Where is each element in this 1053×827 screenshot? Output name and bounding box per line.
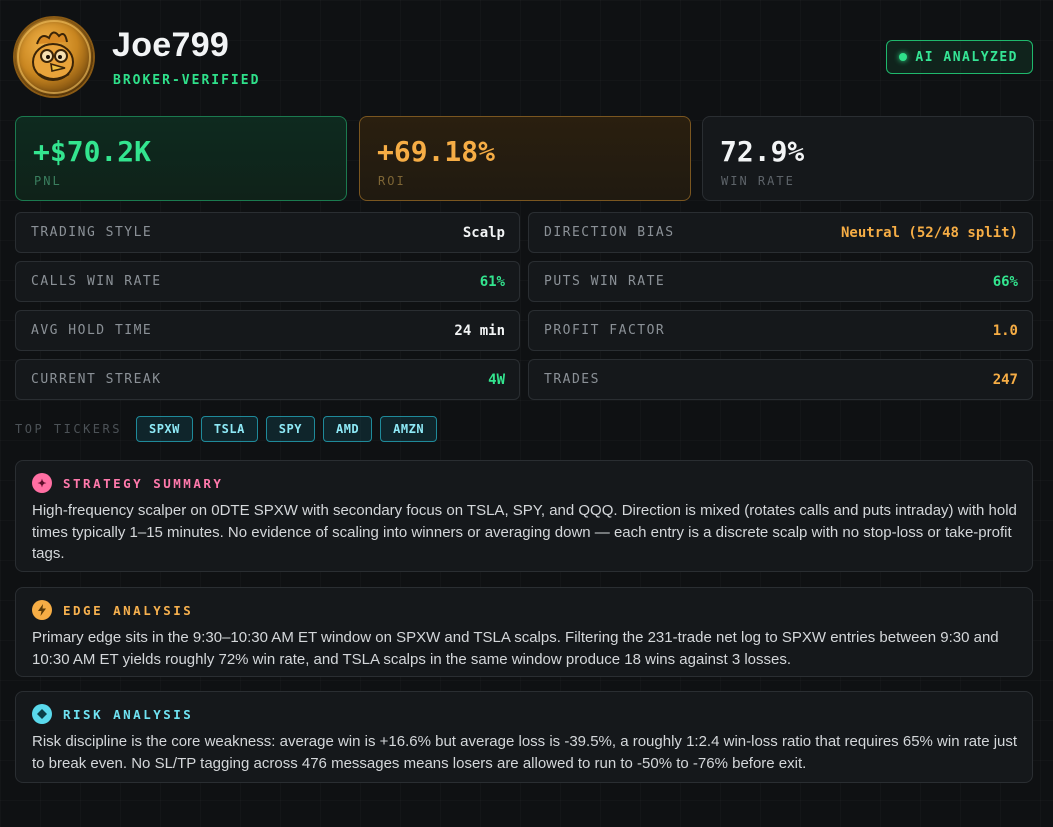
roi-card: +69.18% ROI bbox=[359, 116, 691, 201]
status-dot-icon bbox=[899, 53, 908, 61]
win-rate-value: 72.9% bbox=[720, 135, 805, 168]
lightning-icon bbox=[32, 600, 52, 620]
pnl-card: +$70.2K PNL bbox=[15, 116, 347, 201]
win-rate-card: 72.9% WIN RATE bbox=[702, 116, 1034, 201]
edge-analysis-panel: EDGE ANALYSIS Primary edge sits in the 9… bbox=[15, 587, 1033, 677]
username: Joe799 bbox=[112, 26, 230, 64]
edge-analysis-title: EDGE ANALYSIS bbox=[63, 602, 194, 618]
metric-value: 4W bbox=[488, 371, 505, 388]
risk-analysis-title: RISK ANALYSIS bbox=[63, 706, 194, 722]
risk-analysis-panel: RISK ANALYSIS Risk discipline is the cor… bbox=[15, 691, 1033, 783]
metric-key: DIRECTION BIAS bbox=[544, 225, 675, 240]
metric-trades: TRADES 247 bbox=[528, 359, 1033, 400]
metric-value: Scalp bbox=[462, 224, 505, 241]
ticker-chip-tsla[interactable]: TSLA bbox=[200, 416, 258, 442]
roi-value: +69.18% bbox=[377, 135, 496, 168]
metric-value: 247 bbox=[992, 371, 1018, 388]
ticker-chip-spxw[interactable]: SPXW bbox=[135, 416, 193, 442]
metric-key: CALLS WIN RATE bbox=[31, 274, 162, 289]
rooster-mascot-icon bbox=[17, 20, 91, 94]
win-rate-label: WIN RATE bbox=[721, 174, 795, 188]
strategy-summary-title: STRATEGY SUMMARY bbox=[63, 475, 224, 491]
pnl-label: PNL bbox=[34, 174, 62, 188]
metric-calls-win-rate: CALLS WIN RATE 61% bbox=[15, 261, 520, 302]
metric-key: AVG HOLD TIME bbox=[31, 323, 153, 338]
ticker-chip-amzn[interactable]: AMZN bbox=[380, 416, 438, 442]
metric-trading-style: TRADING STYLE Scalp bbox=[15, 212, 520, 253]
edge-analysis-body: Primary edge sits in the 9:30–10:30 AM E… bbox=[32, 629, 999, 668]
roi-label: ROI bbox=[378, 174, 406, 188]
metric-current-streak: CURRENT STREAK 4W bbox=[15, 359, 520, 400]
metric-puts-win-rate: PUTS WIN RATE 66% bbox=[528, 261, 1033, 302]
metric-profit-factor: PROFIT FACTOR 1.0 bbox=[528, 310, 1033, 351]
metric-avg-hold-time: AVG HOLD TIME 24 min bbox=[15, 310, 520, 351]
metric-key: TRADES bbox=[544, 372, 600, 387]
ticker-chip-spy[interactable]: SPY bbox=[265, 416, 315, 442]
metric-key: TRADING STYLE bbox=[31, 225, 153, 240]
metric-value: 1.0 bbox=[992, 322, 1018, 339]
metric-value: 66% bbox=[992, 273, 1018, 290]
metric-key: CURRENT STREAK bbox=[31, 372, 162, 387]
risk-analysis-body: Risk discipline is the core weakness: av… bbox=[32, 733, 1018, 772]
sparkle-icon: ✦ bbox=[32, 473, 52, 493]
strategy-summary-panel: ✦ STRATEGY SUMMARY High-frequency scalpe… bbox=[15, 460, 1033, 572]
diamond-icon bbox=[32, 704, 52, 724]
top-tickers: TOP TICKERS SPXW TSLA SPY AMD AMZN bbox=[15, 416, 438, 442]
profile-header: Joe799 BROKER-VERIFIED AI ANALYZED bbox=[15, 18, 1033, 98]
avatar bbox=[15, 18, 93, 96]
metric-value: 61% bbox=[479, 273, 505, 290]
ai-badge-label: AI ANALYZED bbox=[915, 49, 1018, 65]
pnl-value: +$70.2K bbox=[33, 135, 152, 168]
ai-analyzed-badge: AI ANALYZED bbox=[886, 40, 1033, 74]
metric-direction-bias: DIRECTION BIAS Neutral (52/48 split) bbox=[528, 212, 1033, 253]
top-tickers-label: TOP TICKERS bbox=[15, 422, 122, 436]
metric-key: PROFIT FACTOR bbox=[544, 323, 666, 338]
strategy-summary-body: High-frequency scalper on 0DTE SPXW with… bbox=[32, 502, 1017, 562]
ticker-chip-amd[interactable]: AMD bbox=[322, 416, 373, 442]
verified-label: BROKER-VERIFIED bbox=[113, 73, 261, 88]
metric-value: Neutral (52/48 split) bbox=[840, 224, 1018, 241]
metric-value: 24 min bbox=[454, 322, 505, 339]
metric-key: PUTS WIN RATE bbox=[544, 274, 666, 289]
